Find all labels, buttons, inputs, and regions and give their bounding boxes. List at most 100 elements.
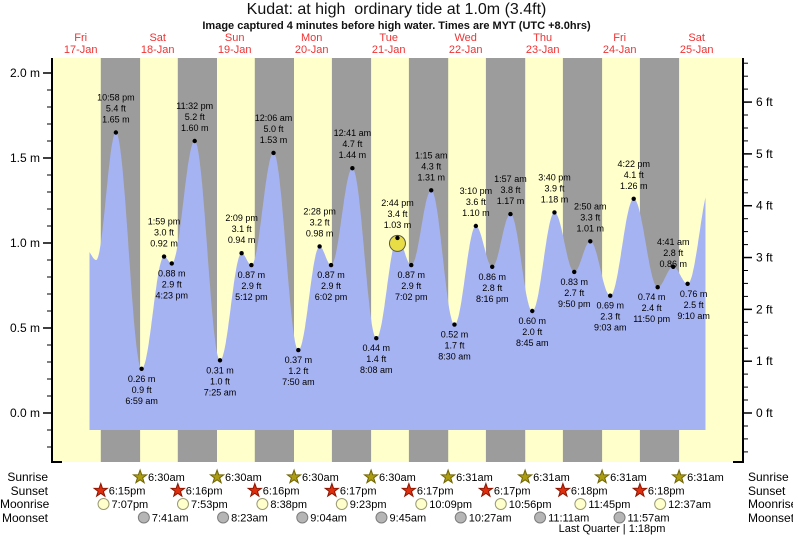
- y-axis-label-ft: 1 ft: [756, 354, 773, 368]
- tide-annotation-line: 1.2 ft: [288, 366, 309, 376]
- page-subtitle: Image captured 4 minutes before high wat…: [202, 20, 591, 32]
- moonrise-time: 7:53pm: [191, 499, 228, 511]
- high-tide-dot: [429, 188, 434, 193]
- tide-annotation-line: 5:12 pm: [235, 292, 268, 302]
- day-date-label: 24-Jan: [603, 44, 637, 56]
- tide-annotation-line: 4:23 pm: [155, 290, 188, 300]
- low-tide-dot: [608, 293, 613, 298]
- sunset-star-icon: [246, 481, 263, 498]
- tide-annotation-line: 0.37 m: [285, 355, 313, 365]
- tide-annotation-line: 6:59 am: [125, 396, 158, 406]
- tide-annotation-line: 2.4 ft: [642, 303, 663, 313]
- low-tide-dot: [452, 322, 457, 327]
- moonrise-moon-icon: [494, 498, 507, 510]
- tide-annotation-line: 7:50 am: [282, 377, 315, 387]
- tide-annotation-line: 4:41 am: [657, 237, 690, 247]
- sunset-star-icon: [400, 481, 417, 498]
- tide-annotation-line: 3.2 ft: [310, 217, 331, 227]
- tide-annotation-line: 1.01 m: [577, 223, 605, 233]
- day-date-label: 17-Jan: [64, 44, 98, 56]
- sunrise-star-icon: [439, 468, 457, 484]
- day-name-label: Thu: [533, 32, 552, 44]
- high-tide-dot: [350, 166, 355, 171]
- sunrise-time: 6:31am: [456, 472, 493, 484]
- tide-annotation-line: 0.44 m: [363, 343, 391, 353]
- tide-annotation-line: 2.8 ft: [663, 248, 684, 258]
- tide-annotation-line: 2:50 am: [574, 201, 607, 211]
- moon-phase-label: Last Quarter | 1:18pm: [558, 523, 666, 535]
- sunrise-time: 6:31am: [610, 472, 647, 484]
- moonset-time: 11:11am: [548, 513, 589, 525]
- y-axis-label-ft: 6 ft: [756, 95, 773, 109]
- tide-annotation-line: 1.26 m: [620, 181, 648, 191]
- tide-annotation-line: 0.60 m: [519, 316, 547, 326]
- tide-annotation-line: 3.0 ft: [154, 228, 175, 238]
- sunrise-time: 6:30am: [379, 472, 416, 484]
- high-tide-dot: [271, 150, 276, 156]
- sunrise-star-icon: [670, 468, 688, 484]
- moonrise-row-label-right: Moonrise: [748, 497, 793, 511]
- moonrise-moon-icon: [574, 498, 587, 510]
- day-name-label: Fri: [74, 32, 87, 44]
- tide-annotation-line: 1:59 pm: [148, 217, 181, 227]
- low-tide-dot: [655, 285, 660, 290]
- tide-annotation-line: 1:57 am: [494, 174, 527, 184]
- moonrise-moon-icon: [415, 498, 428, 510]
- y-axis-label-m: 2.0 m: [10, 66, 40, 80]
- low-tide-dot: [572, 269, 577, 275]
- tide-annotation-line: 9:03 am: [594, 323, 627, 333]
- sunset-time: 6:17pm: [494, 486, 531, 498]
- tide-annotation-line: 6:02 pm: [315, 292, 348, 302]
- moonset-time: 7:41am: [152, 513, 189, 525]
- tide-annotation-line: 2.8 ft: [482, 283, 503, 293]
- sunset-time: 6:15pm: [109, 486, 146, 498]
- tide-annotation-line: 2.5 ft: [684, 300, 705, 310]
- tide-annotation-line: 3:40 pm: [538, 172, 571, 182]
- sunrise-star-icon: [593, 468, 611, 484]
- sunset-time: 6:17pm: [340, 486, 377, 498]
- tide-annotation-line: 3.3 ft: [580, 212, 601, 222]
- moonrise-row-label-left: Moonrise: [0, 497, 50, 511]
- low-tide-dot: [139, 366, 144, 371]
- day-date-label: 20-Jan: [295, 44, 329, 56]
- sunset-time: 6:16pm: [186, 486, 223, 498]
- tide-annotation-line: 1.60 m: [181, 123, 209, 133]
- moonset-row-label-left: Moonset: [1, 510, 48, 525]
- tide-annotation-line: 12:41 am: [334, 128, 372, 138]
- tide-annotation-line: 1.4 ft: [366, 354, 387, 364]
- tide-annotation-line: 2.9 ft: [241, 281, 262, 291]
- sunrise-star-icon: [516, 468, 534, 484]
- sunrise-star-icon: [285, 468, 303, 484]
- tide-annotation-line: 0.26 m: [128, 374, 156, 384]
- moonset-moon-icon: [137, 511, 150, 524]
- high-tide-dot: [508, 211, 513, 217]
- day-name-label: Sat: [688, 32, 705, 44]
- sunset-star-icon: [554, 481, 572, 498]
- tide-annotation-line: 5.2 ft: [185, 112, 206, 122]
- low-tide-dot: [530, 308, 535, 314]
- high-tide-dot: [113, 130, 119, 135]
- tide-annotation-line: 0.83 m: [560, 277, 588, 287]
- sunrise-time: 6:31am: [533, 472, 570, 484]
- sunrise-star-icon: [131, 468, 149, 484]
- low-tide-dot: [409, 262, 414, 268]
- tide-annotation-line: 2:44 pm: [381, 198, 414, 208]
- tide-annotation-line: 9:50 pm: [558, 299, 591, 309]
- sunrise-time: 6:30am: [148, 472, 185, 484]
- tide-annotation-line: 0.98 m: [306, 228, 334, 238]
- moonrise-moon-icon: [654, 498, 667, 510]
- sunset-star-icon: [169, 481, 186, 498]
- tide-annotation-line: 1.17 m: [497, 196, 525, 206]
- sunset-time: 6:18pm: [648, 486, 685, 498]
- sunset-time: 6:18pm: [571, 486, 608, 498]
- current-tide-sun-marker: [388, 234, 406, 252]
- tide-annotation-line: 0.88 m: [158, 268, 186, 278]
- day-date-label: 22-Jan: [449, 44, 483, 56]
- y-axis-label-m: 0.0 m: [10, 406, 40, 420]
- sunset-star-icon: [92, 481, 109, 498]
- tide-annotation-line: 9:10 am: [677, 311, 710, 321]
- tide-annotation-line: 1.31 m: [417, 172, 445, 182]
- tide-annotation-line: 2.7 ft: [564, 288, 585, 298]
